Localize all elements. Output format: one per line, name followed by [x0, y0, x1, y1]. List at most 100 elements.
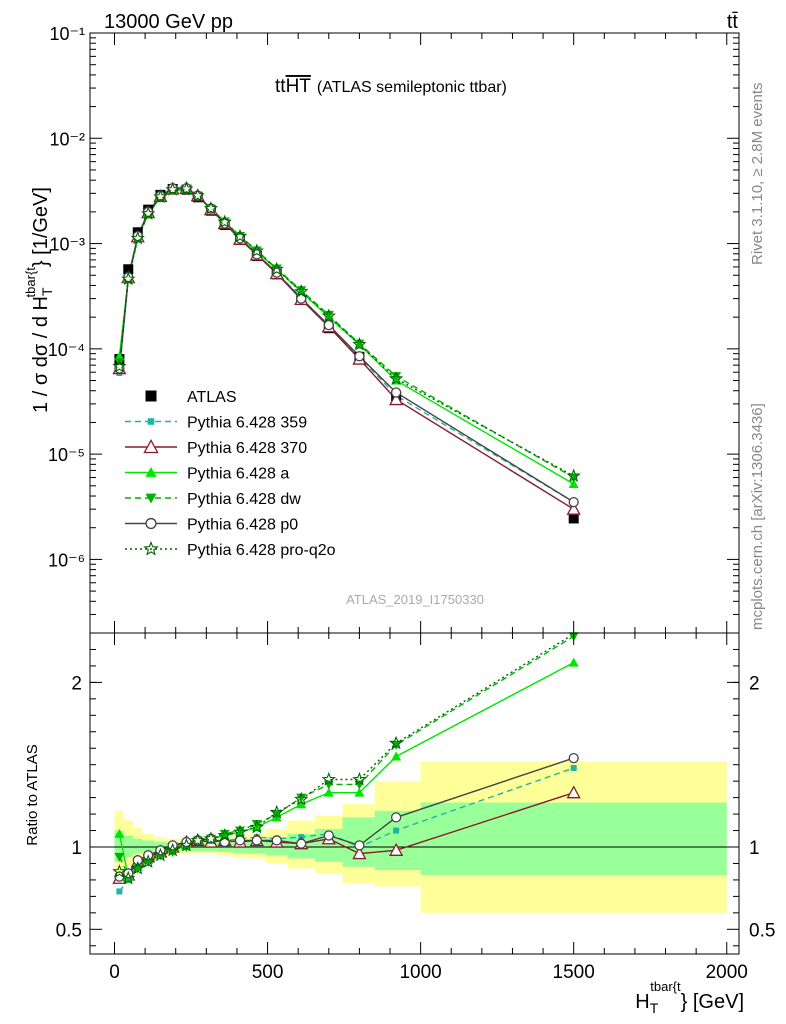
ratio-y-tick-label-right: 2	[749, 673, 760, 694]
legend-marker	[143, 540, 159, 556]
series-point	[269, 261, 284, 276]
series-point	[217, 214, 232, 229]
series-point	[249, 243, 264, 258]
uncertainty-band-green	[142, 840, 155, 852]
main-y-tick-label: 10⁻⁶	[48, 550, 85, 570]
ratio-series-point	[354, 840, 365, 851]
ratio-series-point	[153, 847, 168, 862]
ratio-series-point	[232, 824, 248, 839]
series-point	[352, 336, 367, 351]
ratio-plot-axes: 0.5 0.5 1 1 2 2 0 500 1000 1500 2000	[56, 633, 775, 983]
ratio-series-point	[219, 829, 230, 839]
main-plot-panel: 10⁻⁶ 10⁻⁵ 10⁻⁴ 10⁻³ 10⁻² 10⁻¹ ttHT (ATLAS semi…	[23, 24, 740, 634]
ratio-series-point	[141, 854, 156, 868]
series-point	[123, 264, 134, 275]
series-point	[232, 228, 248, 243]
legend-label: ATLAS	[187, 389, 237, 406]
legend: ATLAS Pythia 6.428 359 Pythia 6.428 370 Pyt…	[125, 389, 336, 559]
ratio-series-point	[190, 832, 205, 847]
series-point	[190, 188, 205, 202]
ratio-y-tick-label: 1	[71, 838, 82, 859]
ratio-series-point	[249, 819, 264, 834]
series-point	[112, 358, 127, 373]
ratio-series-point	[570, 764, 577, 771]
uncertainty-band-green	[420, 802, 727, 875]
main-plot-title: ttHT (ATLAS semileptonic ttbar)	[275, 76, 507, 97]
legend-label: Pythia 6.428 p0	[187, 517, 298, 534]
x-tick-label: 1000	[399, 962, 441, 983]
ratio-series-point	[391, 751, 402, 761]
main-y-tick-label: 10⁻²	[49, 129, 85, 149]
ratio-series-point	[116, 888, 123, 895]
main-y-axis-label-prefix: 1 / σ dσ / d H	[30, 296, 52, 413]
main-plot-marks	[112, 180, 581, 524]
rivet-version-label: Rivet 3.1.10, ≥ 2.8M events	[749, 83, 766, 266]
series-point	[130, 230, 145, 245]
series-point	[165, 182, 180, 196]
series-point	[321, 308, 336, 323]
ratio-series-point	[566, 785, 581, 799]
series-point	[179, 181, 194, 196]
series-point	[566, 468, 581, 482]
series-point	[121, 271, 136, 286]
ratio-series-point	[217, 827, 232, 842]
x-axis-label: HTtbar{t} [GeV]	[635, 979, 744, 1016]
series-point	[141, 206, 156, 220]
x-axis-label-sup: tbar{t	[650, 979, 681, 994]
ratio-plot-frame	[89, 632, 740, 955]
process-label: tt̄	[727, 11, 739, 33]
uncertainty-band-green	[123, 835, 133, 857]
ratio-series-point	[181, 836, 192, 848]
ratio-series-point	[165, 842, 180, 857]
main-y-tick-label: 10⁻¹	[49, 24, 85, 44]
ratio-y-tick-label-right: 0.5	[749, 920, 775, 941]
ratio-series-point	[179, 837, 194, 852]
series-point	[389, 392, 404, 406]
ratio-series-point	[294, 791, 309, 806]
collision-label: 13000 GeV pp	[104, 11, 233, 33]
main-y-axis-label-suffix: } [1/GeV]	[30, 187, 52, 267]
legend-label: Pythia 6.428 dw	[187, 491, 301, 508]
ratio-series-point	[112, 864, 127, 878]
title-rest: (ATLAS semileptonic ttbar)	[317, 79, 507, 96]
uncertainty-band-green	[132, 838, 143, 854]
legend-marker	[143, 439, 159, 454]
main-y-axis-label: 1 / σ dσ / d HTtbar{t} [1/GeV]	[23, 187, 55, 413]
ratio-series-point	[235, 826, 246, 836]
series-point	[323, 319, 334, 331]
ratio-series-point	[323, 787, 334, 797]
ratio-series-point	[296, 799, 307, 809]
main-y-axis-label-sub: T	[39, 287, 55, 296]
legend-marker	[145, 493, 157, 504]
uncertainty-band-green	[114, 830, 124, 862]
legend-marker	[145, 517, 157, 530]
ratio-series-point	[323, 830, 334, 841]
ratio-series-point	[203, 831, 219, 845]
ratio-series-point	[269, 804, 284, 819]
ratio-series-point	[354, 787, 365, 797]
series-point	[203, 201, 219, 215]
series-point	[566, 501, 581, 515]
ratio-y-tick-label: 0.5	[56, 920, 82, 941]
ratio-y-axis-label: Ratio to ATLAS	[24, 744, 41, 845]
series-point	[354, 351, 365, 362]
ratio-series-point	[388, 735, 404, 750]
ratio-series-point	[389, 842, 404, 856]
legend-label: Pythia 6.428 pro-q2o	[187, 542, 336, 559]
series-point	[323, 310, 334, 320]
legend-label: Pythia 6.428 a	[187, 466, 289, 483]
x-tick-label: 2000	[706, 962, 748, 983]
ratio-series-point	[234, 835, 246, 846]
ratio-series-point	[114, 828, 125, 838]
series-point	[391, 372, 402, 382]
ratio-series-point	[130, 860, 145, 875]
ratio-series-point	[251, 835, 262, 846]
legend-marker	[147, 418, 155, 425]
x-axis-label-main: H	[635, 991, 649, 1013]
ratio-series-point	[568, 657, 579, 667]
main-y-axis-label-sup: tbar{t	[23, 267, 38, 298]
x-tick-label: 1500	[553, 962, 595, 983]
title-main: tt	[275, 76, 286, 97]
series-point	[390, 387, 402, 398]
